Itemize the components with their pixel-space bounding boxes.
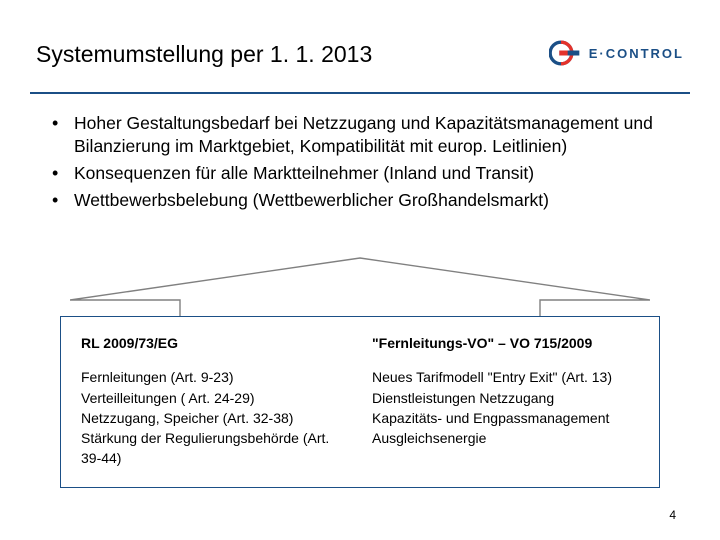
box-col-left: RL 2009/73/EG Fernleitungen (Art. 9-23) … bbox=[81, 333, 348, 469]
col-left-line: Netzzugang, Speicher (Art. 32-38) bbox=[81, 408, 348, 428]
slide-header: Systemumstellung per 1. 1. 2013 E·CONTRO… bbox=[36, 38, 684, 78]
bullet-item: Wettbewerbsbelebung (Wettbewerblicher Gr… bbox=[48, 189, 680, 212]
header-rule bbox=[30, 92, 690, 94]
col-right-line: Dienstleistungen Netzzugang bbox=[372, 388, 639, 408]
slide-title: Systemumstellung per 1. 1. 2013 bbox=[36, 41, 372, 68]
page-number: 4 bbox=[669, 508, 676, 522]
col-right-line: Neues Tarifmodell "Entry Exit" (Art. 13) bbox=[372, 367, 639, 387]
brand-text-wrap: E·CONTROL bbox=[589, 47, 684, 60]
bullet-list: Hoher Gestaltungsbedarf bei Netzzugang u… bbox=[48, 112, 680, 216]
bullet-item: Konsequenzen für alle Marktteilnehmer (I… bbox=[48, 162, 680, 185]
col-right-line: Ausgleichsenergie bbox=[372, 428, 639, 448]
col-left-heading: RL 2009/73/EG bbox=[81, 333, 348, 353]
brand-name: E·CONTROL bbox=[589, 47, 684, 60]
reference-box: RL 2009/73/EG Fernleitungen (Art. 9-23) … bbox=[60, 316, 660, 488]
col-left-line: Verteilleitungen ( Art. 24-29) bbox=[81, 388, 348, 408]
box-col-right: "Fernleitungs-VO" – VO 715/2009 Neues Ta… bbox=[372, 333, 639, 469]
col-right-heading: "Fernleitungs-VO" – VO 715/2009 bbox=[372, 333, 639, 353]
brand-logo: E·CONTROL bbox=[549, 38, 684, 68]
col-left-line: Stärkung der Regulierungsbehörde (Art. 3… bbox=[81, 428, 348, 469]
bullet-item: Hoher Gestaltungsbedarf bei Netzzugang u… bbox=[48, 112, 680, 158]
col-left-line: Fernleitungen (Art. 9-23) bbox=[81, 367, 348, 387]
econtrol-logo-icon bbox=[549, 38, 583, 68]
col-right-line: Kapazitäts- und Engpassmanagement bbox=[372, 408, 639, 428]
